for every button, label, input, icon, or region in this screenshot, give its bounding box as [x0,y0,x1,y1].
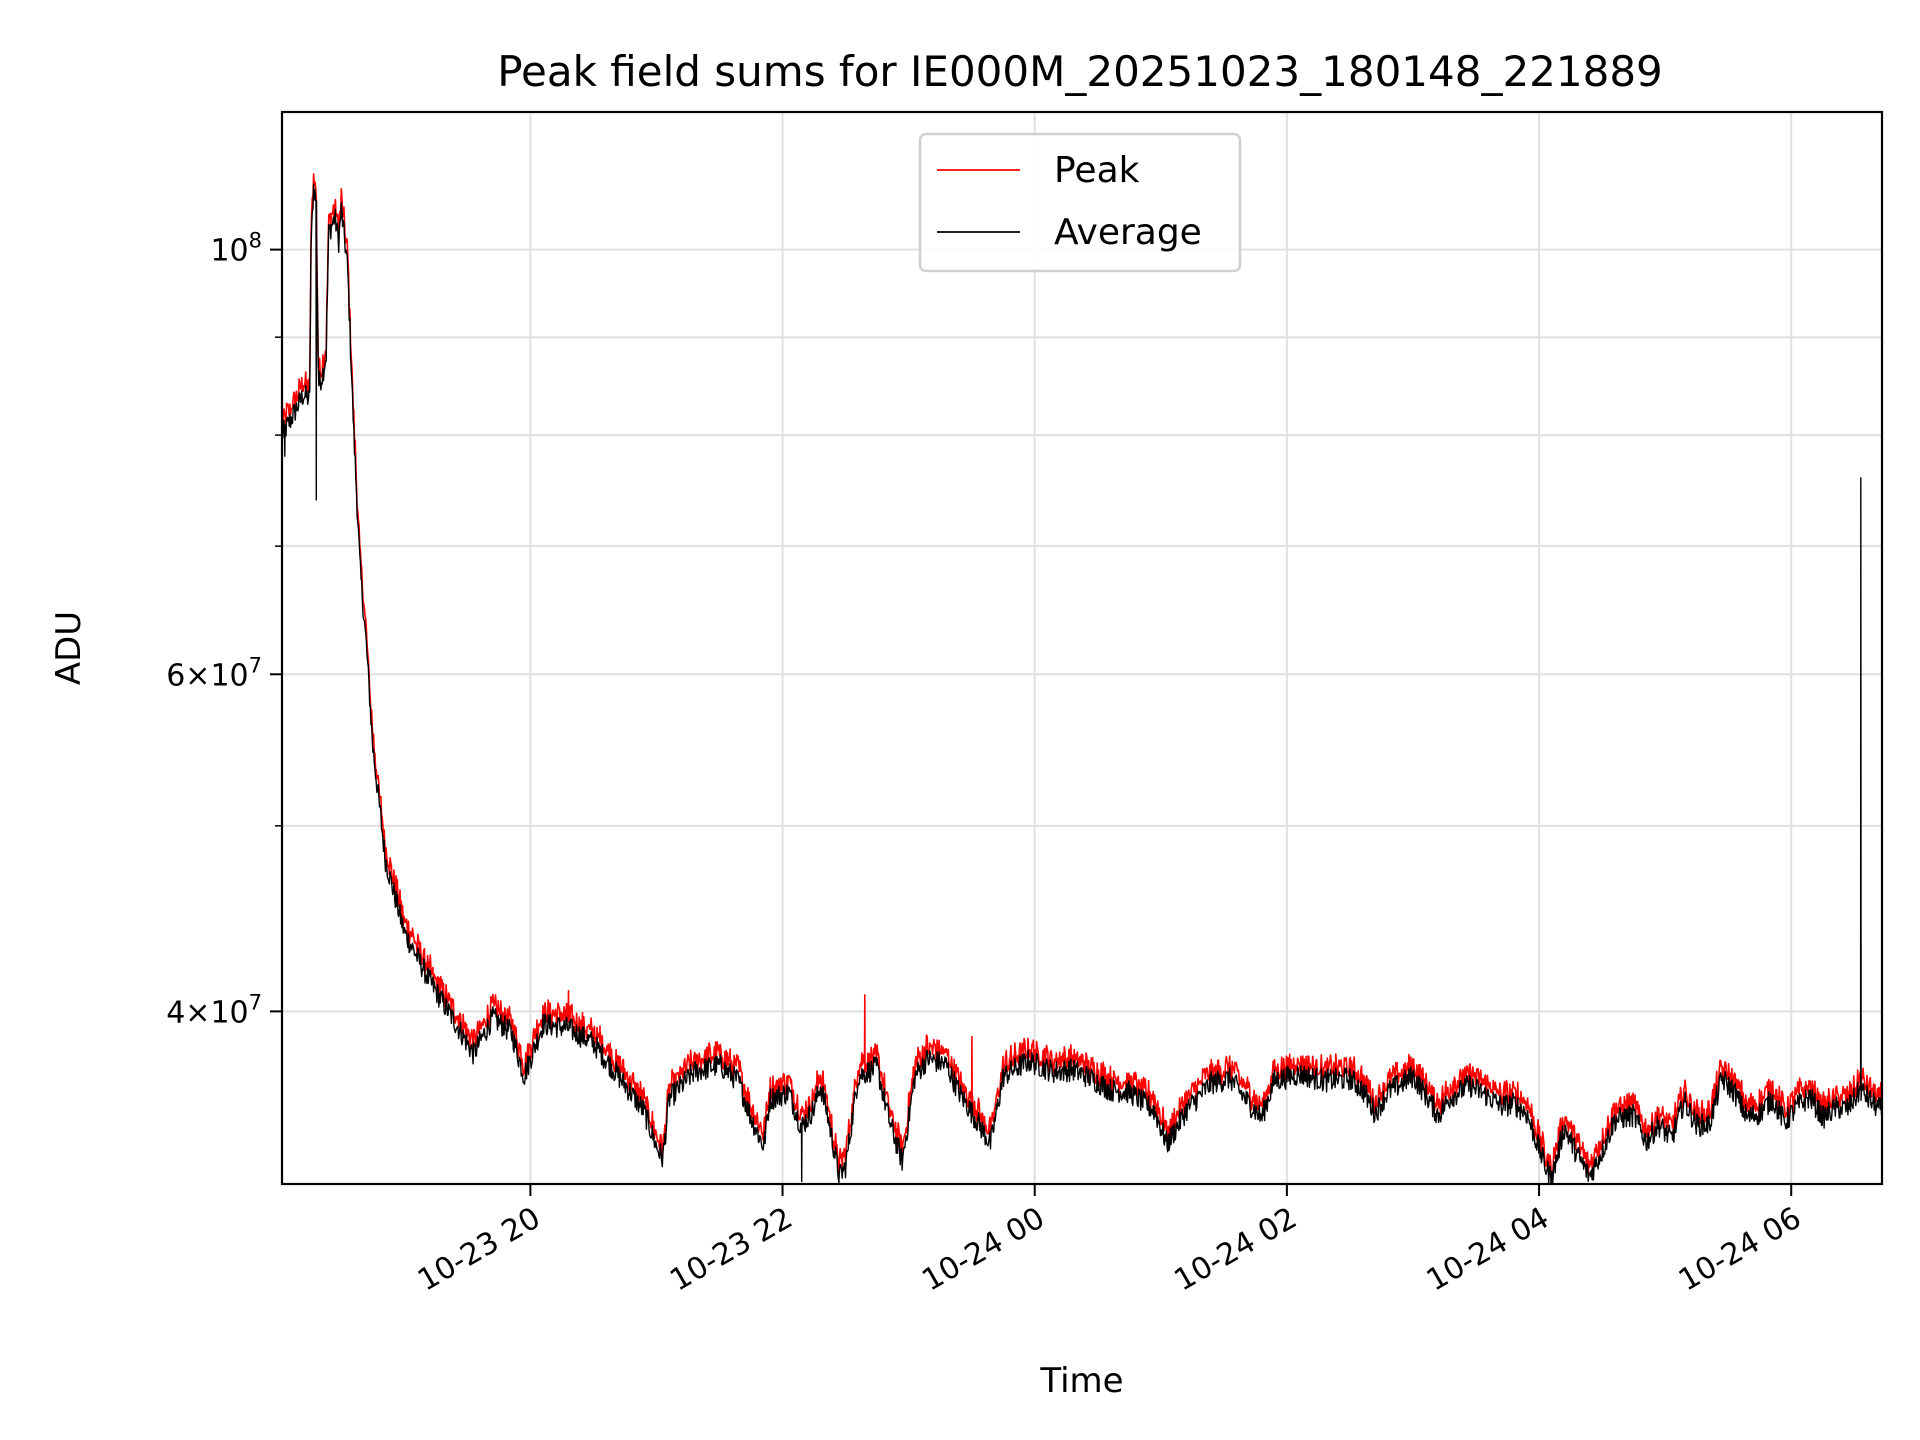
y-axis-label: ADU [49,611,89,685]
legend-label-peak: Peak [1054,150,1140,191]
y-tick-label: 108 [210,229,262,269]
y-axis-ticks: 108 6×107 4×107 [166,229,282,1030]
x-axis-label: Time [1039,1361,1123,1401]
legend: Peak Average [918,132,1242,273]
chart-title: Peak field sums for IE000M_20251023_1801… [497,47,1663,96]
plot-frame [280,110,1884,1186]
series-lines [282,173,1882,1184]
y-tick-label: 6×107 [166,653,262,693]
series-line-peak [282,173,1882,1177]
legend-label-average: Average [1054,212,1202,253]
legend-box [918,132,1242,273]
series-line-average [282,183,1882,1184]
y-tick-label: 4×107 [166,990,262,1030]
